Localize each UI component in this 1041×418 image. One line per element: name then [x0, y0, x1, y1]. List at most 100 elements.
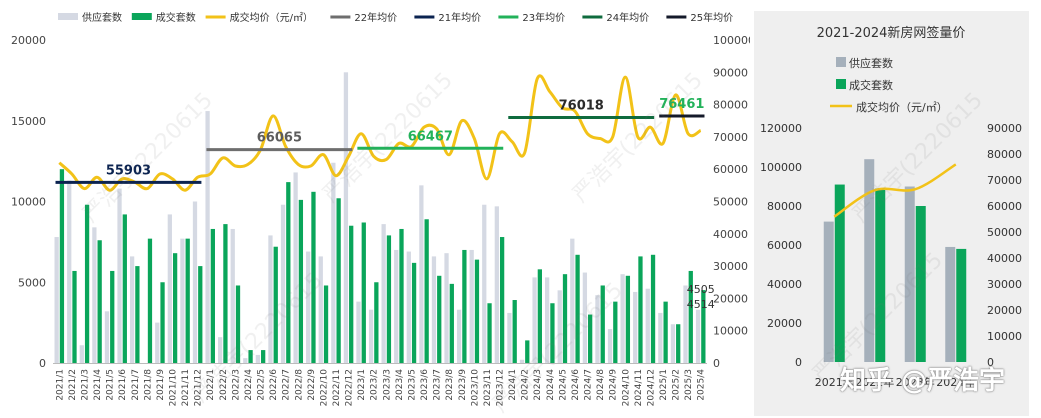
y-right-tick-label: 10000 [987, 330, 1022, 343]
supply-bar [670, 324, 676, 363]
panel-background [754, 11, 1029, 416]
y-left-tick-label: 100000 [760, 161, 802, 174]
deal-bar [600, 285, 605, 363]
x-tick-label: 2023/5 [407, 369, 417, 401]
monthly-supply-deal-price-chart: 供应套数 成交套数 成交均价（元/㎡） 22年均价 21年均价 23年均价 24年均价 25年… [11, 11, 750, 407]
x-tick-label: 2021/6 [118, 369, 128, 401]
deal-bar [449, 283, 454, 363]
legend-label: 供应套数 [849, 56, 893, 70]
deal-bar [198, 266, 203, 363]
deal-bar [424, 219, 429, 363]
supply-bar [167, 214, 172, 363]
deal-bar [676, 324, 681, 363]
supply-bar [394, 249, 399, 363]
x-tick-label: 2024/8 [596, 369, 606, 401]
supply-bar [129, 256, 135, 363]
y-right-tick-label: 60000 [713, 163, 748, 176]
x-tick-label: 2022/12 [345, 369, 355, 406]
supply-bar [318, 256, 323, 363]
x-tick-label: 2023/7 [433, 369, 443, 401]
y-right-tick-label: 90000 [987, 122, 1022, 135]
supply-bar [570, 238, 575, 363]
supply-bar [368, 309, 374, 363]
x-tick-label: 2021/3 [80, 369, 90, 401]
deal-bar [160, 282, 165, 363]
deal-bar [411, 262, 417, 363]
x-tick-label: 2021/7 [131, 369, 141, 401]
supply-bar [268, 235, 273, 363]
y-right-tick-label: 90000 [713, 66, 748, 79]
x-tick-label: 2023/8 [445, 369, 455, 401]
x-tick-label: 2024/5 [558, 369, 568, 401]
legend-swatch [131, 13, 152, 20]
legend-item: 成交均价（元/㎡） [205, 11, 313, 24]
deal-bar [512, 300, 517, 363]
supply-bar [255, 354, 261, 363]
legend-swatch [58, 13, 78, 20]
deal-bar [638, 256, 643, 363]
y-right-tick-label: 40000 [987, 252, 1022, 265]
x-tick-label: 2024/6 [571, 369, 581, 401]
supply-bar [293, 172, 298, 363]
x-tick-label: 2023/9 [458, 369, 468, 401]
supply-bar [243, 358, 248, 363]
supply-bar [945, 246, 956, 362]
supply-bar [607, 329, 613, 363]
x-tick-label: 2022/3 [231, 369, 241, 401]
legend-label: 21年均价 [438, 11, 481, 24]
deal-bar [97, 240, 102, 363]
y-right-tick-label: 10000 [713, 325, 748, 338]
deal-bar [172, 253, 178, 363]
deal-bar [336, 198, 341, 363]
x-tick-label: 2022/5 [257, 369, 267, 401]
deal-bar [588, 314, 593, 363]
supply-bar [79, 345, 84, 363]
deal-bar [399, 228, 404, 363]
supply-bar [180, 238, 185, 363]
y-right-tick-label: 30000 [713, 260, 748, 273]
legend-item: 24年均价 [582, 11, 649, 24]
x-tick-label: 2021年 [815, 375, 854, 389]
zhihu-credit-watermark: 知乎 @严浩宇 [840, 366, 1006, 396]
supply-bar [864, 159, 875, 362]
x-tick-label: 2022/7 [282, 369, 292, 401]
supply-bar [823, 221, 834, 362]
x-tick-label: 2023/4 [395, 369, 405, 401]
legend-label: 成交套数 [849, 78, 893, 92]
y-left-tick-label: 40000 [767, 278, 802, 291]
y-left-tick-label: 20000 [767, 317, 802, 330]
supply-bar [494, 206, 499, 363]
y-right-tick-label: 40000 [713, 228, 748, 241]
x-tick-label: 2022/4 [244, 369, 254, 401]
y-right-tick-label: 50000 [987, 226, 1022, 239]
deal-bar [834, 184, 845, 362]
deal-bar [84, 204, 90, 363]
deal-bar [223, 224, 228, 363]
legend-item: 21年均价 [414, 11, 481, 24]
deal-bar [386, 235, 392, 363]
y-right-tick-label: 0 [987, 356, 994, 369]
deal-bar [462, 249, 467, 363]
y-left-tick-label: 10000 [11, 196, 46, 209]
deal-bar [701, 290, 706, 363]
supply-bar [54, 237, 59, 363]
legend-item: 23年均价 [498, 11, 565, 24]
supply-bar [155, 322, 160, 363]
supply-bar [381, 224, 386, 363]
x-tick-label: 2023/1 [357, 369, 367, 401]
y-left-tick-label: 60000 [767, 239, 802, 252]
x-tick-label: 2024/7 [584, 369, 594, 401]
y-left-tick-label: 15000 [11, 115, 46, 128]
x-tick-label: 2022/11 [332, 369, 342, 406]
deal-bar [147, 238, 153, 363]
deal-bar [688, 270, 693, 363]
x-tick-label: 2024/10 [621, 369, 631, 407]
deal-bar [437, 275, 442, 363]
supply-bar [356, 301, 361, 363]
supply-bar [545, 277, 550, 363]
year-avg-data-label: 76461 [659, 97, 704, 112]
end-data-label: 4514 [687, 298, 715, 311]
legend-label: 成交均价（元/㎡） [856, 100, 948, 114]
year-avg-data-label: 55903 [106, 163, 151, 178]
